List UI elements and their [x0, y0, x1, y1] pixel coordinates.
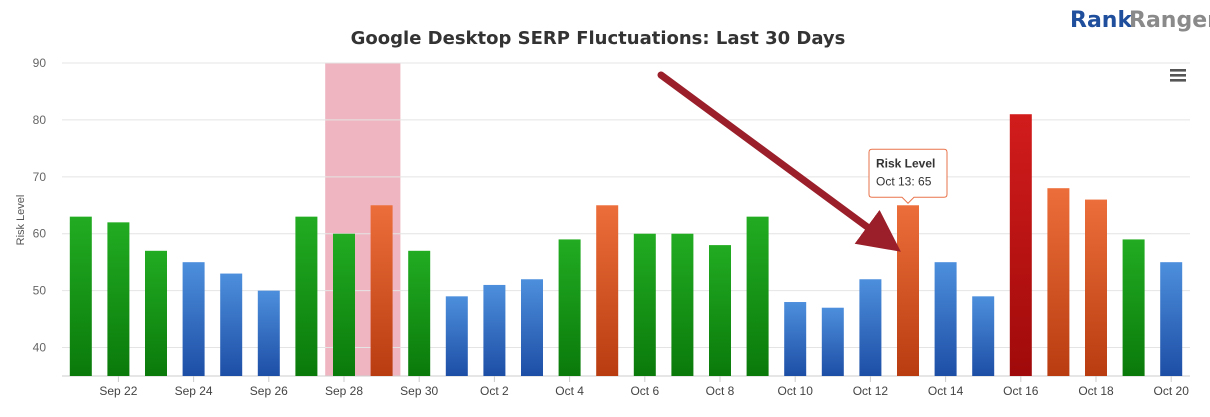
bar[interactable]: [633, 233, 656, 376]
bar[interactable]: [295, 216, 318, 376]
bars: [69, 114, 1183, 376]
bar[interactable]: [445, 296, 468, 376]
x-tick-label: Oct 18: [1078, 384, 1114, 398]
x-tick-label: Sep 28: [325, 384, 363, 398]
bar[interactable]: [784, 302, 807, 376]
brand-name-part1: Rank: [1070, 8, 1133, 33]
x-tick-label: Sep 30: [400, 384, 438, 398]
bar[interactable]: [897, 205, 919, 376]
y-tick-label: 80: [33, 113, 47, 127]
gridlines: [62, 62, 1190, 377]
bar[interactable]: [859, 279, 882, 376]
x-tick-label: Sep 26: [250, 384, 288, 398]
bar[interactable]: [1047, 188, 1070, 376]
annotation-arrow: [657, 71, 901, 252]
bar[interactable]: [483, 284, 506, 376]
x-tick-label: Oct 16: [1003, 384, 1039, 398]
x-tick-label: Oct 4: [555, 384, 584, 398]
bar[interactable]: [1160, 262, 1183, 376]
x-tick-label: Sep 22: [99, 384, 137, 398]
tooltip-title: Risk Level: [876, 156, 935, 170]
bar[interactable]: [671, 233, 694, 376]
tooltip: Risk Level Oct 13: 65: [868, 148, 948, 204]
x-tick-label: Oct 2: [480, 384, 509, 398]
bar[interactable]: [408, 250, 431, 376]
brand-logo[interactable]: Rank Ranger: [1070, 8, 1210, 33]
bar[interactable]: [107, 222, 130, 376]
bar[interactable]: [145, 250, 167, 376]
x-tick-label: Oct 20: [1154, 384, 1190, 398]
bar[interactable]: [972, 296, 995, 376]
bar[interactable]: [934, 262, 957, 376]
chart-title: Google Desktop SERP Fluctuations: Last 3…: [351, 28, 846, 49]
bar[interactable]: [596, 205, 619, 376]
tooltip-box: [868, 148, 948, 204]
bar[interactable]: [1122, 239, 1145, 376]
arrow-line: [657, 71, 901, 252]
bar[interactable]: [746, 216, 769, 376]
x-tick-label: Sep 24: [175, 384, 213, 398]
y-tick-label: 60: [33, 227, 47, 241]
y-tick-label: 70: [33, 170, 47, 184]
y-axis-ticks: 40 50 60 70 80 90: [33, 56, 47, 355]
tooltip-text: Oct 13: 65: [876, 174, 932, 188]
bar[interactable]: [220, 273, 243, 376]
y-tick-label: 50: [33, 284, 47, 298]
brand-name-part2: Ranger: [1129, 8, 1210, 33]
x-tick-label: Oct 6: [630, 384, 659, 398]
x-axis-ticks: Sep 22 Sep 24 Sep 26 Sep 28 Sep 30 Oct 2 Oct 4…: [99, 376, 1189, 398]
y-axis-label: Risk Level: [15, 195, 27, 246]
x-tick-label: Oct 14: [928, 384, 964, 398]
bar[interactable]: [333, 233, 355, 376]
bar[interactable]: [709, 245, 731, 376]
bar[interactable]: [182, 262, 205, 376]
bar[interactable]: [1085, 199, 1107, 376]
bar[interactable]: [558, 239, 581, 376]
bar[interactable]: [521, 279, 543, 376]
bar[interactable]: [1009, 114, 1032, 376]
bar[interactable]: [370, 205, 393, 376]
y-tick-label: 90: [33, 56, 47, 70]
x-tick-label: Oct 10: [778, 384, 814, 398]
x-tick-label: Oct 12: [853, 384, 889, 398]
hamburger-menu-icon[interactable]: [1168, 68, 1186, 84]
bar[interactable]: [821, 307, 844, 376]
bar[interactable]: [69, 216, 92, 376]
bar[interactable]: [257, 290, 280, 376]
x-tick-label: Oct 8: [706, 384, 735, 398]
y-tick-label: 40: [33, 341, 47, 355]
